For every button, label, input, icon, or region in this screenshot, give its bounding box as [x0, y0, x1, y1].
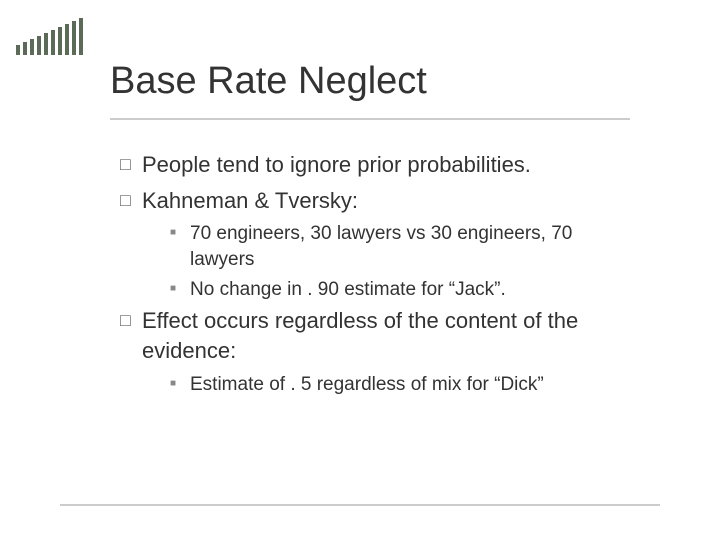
square-solid-icon: ■ — [170, 221, 190, 272]
bullet-level2: ■No change in . 90 estimate for “Jack”. — [170, 277, 640, 303]
bullet-level1: □Kahneman & Tversky: — [120, 186, 640, 216]
comb-bar — [51, 30, 55, 55]
comb-bar — [23, 42, 27, 55]
bullet-text: Estimate of . 5 regardless of mix for “D… — [190, 372, 640, 398]
comb-bar — [44, 33, 48, 55]
square-solid-icon: ■ — [170, 277, 190, 303]
comb-bar — [79, 18, 83, 55]
bullet-text: People tend to ignore prior probabilitie… — [142, 150, 640, 180]
comb-bar — [58, 27, 62, 55]
bullet-level1: □Effect occurs regardless of the content… — [120, 306, 640, 365]
comb-decor — [16, 18, 83, 55]
title-rule — [110, 118, 630, 120]
bullet-level2: ■70 engineers, 30 lawyers vs 30 engineer… — [170, 221, 640, 272]
slide-title: Base Rate Neglect — [110, 60, 427, 103]
bullet-text: No change in . 90 estimate for “Jack”. — [190, 277, 640, 303]
footer-rule — [60, 504, 660, 506]
bullet-text: Kahneman & Tversky: — [142, 186, 640, 216]
square-outline-icon: □ — [120, 150, 142, 180]
square-solid-icon: ■ — [170, 372, 190, 398]
comb-bar — [65, 24, 69, 55]
bullet-text: 70 engineers, 30 lawyers vs 30 engineers… — [190, 221, 640, 272]
square-outline-icon: □ — [120, 306, 142, 365]
bullet-level1: □People tend to ignore prior probabiliti… — [120, 150, 640, 180]
bullet-level2: ■Estimate of . 5 regardless of mix for “… — [170, 372, 640, 398]
comb-bar — [30, 39, 34, 55]
comb-bar — [72, 21, 76, 55]
slide: Base Rate Neglect □People tend to ignore… — [0, 0, 720, 540]
bullet-text: Effect occurs regardless of the content … — [142, 306, 640, 365]
slide-body: □People tend to ignore prior probabiliti… — [120, 150, 640, 401]
comb-bar — [16, 45, 20, 55]
square-outline-icon: □ — [120, 186, 142, 216]
comb-bar — [37, 36, 41, 55]
